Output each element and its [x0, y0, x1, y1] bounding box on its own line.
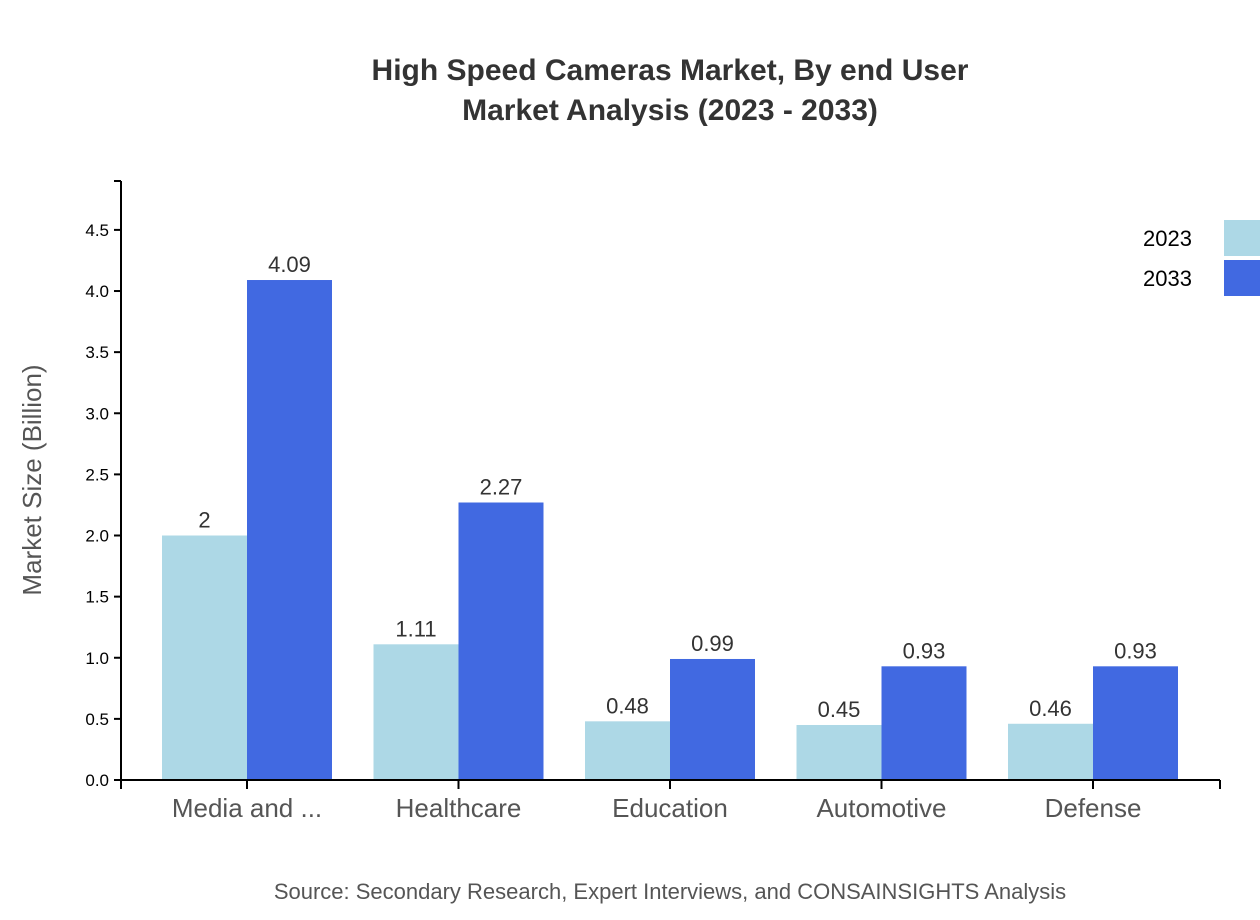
- x-tick-label: Media and ...: [172, 793, 322, 823]
- data-label-2033: 0.93: [1114, 638, 1157, 663]
- x-tick-label: Automotive: [816, 793, 946, 823]
- y-tick-label: 0.5: [85, 710, 109, 729]
- x-tick-label: Education: [612, 793, 728, 823]
- data-label-2023: 2: [198, 508, 210, 533]
- bar-2023: [796, 724, 882, 780]
- y-axis-label: Market Size (Billion): [17, 364, 47, 595]
- bar-2033: [1093, 666, 1178, 780]
- bar-2023: [373, 644, 459, 780]
- legend-swatch-2023: [1224, 220, 1260, 256]
- y-tick-label: 2.5: [85, 465, 109, 484]
- data-label-2033: 0.99: [691, 631, 734, 656]
- x-tick-label: Healthcare: [396, 793, 522, 823]
- y-tick-label: 1.5: [85, 588, 109, 607]
- bar-2023: [162, 535, 247, 780]
- x-tick-label: Defense: [1045, 793, 1142, 823]
- chart-title-line-1: High Speed Cameras Market, By end User: [372, 54, 969, 87]
- legend-swatch-2033: [1224, 260, 1260, 296]
- y-tick-label: 1.0: [85, 649, 109, 668]
- source-note: Source: Secondary Research, Expert Inter…: [274, 879, 1066, 904]
- legend-label-2033: 2033: [1143, 266, 1192, 291]
- data-label-2033: 4.09: [268, 252, 311, 277]
- data-label-2023: 1.11: [395, 616, 436, 641]
- y-tick-label: 4.5: [85, 221, 109, 240]
- bar-2033: [247, 280, 332, 780]
- legend-label-2023: 2023: [1143, 226, 1192, 251]
- bar-2023: [1008, 723, 1093, 780]
- y-tick-label: 0.0: [85, 771, 109, 790]
- data-label-2023: 0.46: [1029, 696, 1072, 721]
- bar-2033: [881, 666, 967, 780]
- data-label-2033: 2.27: [480, 475, 523, 500]
- bar-2033: [670, 658, 755, 780]
- bar-2033: [458, 502, 544, 780]
- data-label-2023: 0.45: [818, 697, 861, 722]
- y-tick-label: 3.5: [85, 343, 109, 362]
- y-tick-label: 3.0: [85, 404, 109, 423]
- data-label-2023: 0.48: [606, 693, 649, 718]
- data-label-2033: 0.93: [903, 638, 946, 663]
- chart-title-line-2: Market Analysis (2023 - 2033): [462, 94, 878, 127]
- bar-2023: [585, 721, 670, 780]
- y-tick-label: 2.0: [85, 527, 109, 546]
- y-tick-label: 4.0: [85, 282, 109, 301]
